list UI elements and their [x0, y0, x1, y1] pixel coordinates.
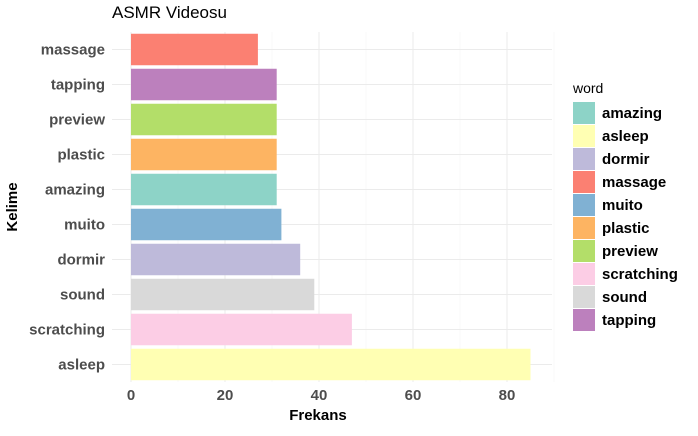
y-tick-label-sound: sound — [60, 287, 105, 304]
legend-label-massage: massage — [602, 174, 666, 191]
legend-swatch-tapping — [573, 309, 595, 331]
y-tick-label-muito: muito — [64, 217, 105, 234]
legend-label-asleep: asleep — [602, 128, 649, 145]
y-tick-label-preview: preview — [49, 112, 105, 129]
y-axis-title: Kelime — [4, 182, 21, 231]
legend-label-muito: muito — [602, 197, 643, 214]
y-tick-label-amazing: amazing — [45, 182, 105, 199]
y-tick-labels: asleep scratching sound dormir muito amazing p… — [29, 42, 105, 374]
legend-swatch-preview — [573, 240, 595, 262]
bar-massage — [131, 33, 258, 66]
legend-label-tapping: tapping — [602, 312, 656, 329]
x-tick-labels: 0 20 40 60 80 — [127, 387, 516, 404]
legend-label-plastic: plastic — [602, 220, 650, 237]
x-tick-label: 40 — [311, 387, 328, 404]
y-tick-label-massage: massage — [41, 42, 105, 59]
bar-amazing — [131, 173, 277, 206]
x-tick-label: 20 — [217, 387, 234, 404]
bar-asleep — [131, 348, 531, 381]
legend-label-dormir: dormir — [602, 151, 650, 168]
bar-plastic — [131, 138, 277, 171]
bar-sound — [131, 278, 315, 311]
x-tick-label: 0 — [127, 387, 135, 404]
x-tick-label: 60 — [405, 387, 422, 404]
bar-tapping — [131, 68, 277, 101]
y-tick-label-tapping: tapping — [51, 77, 105, 94]
legend-swatch-massage — [573, 171, 595, 193]
bar-scratching — [131, 313, 352, 346]
x-axis-title: Frekans — [289, 407, 347, 424]
legend-swatch-sound — [573, 286, 595, 308]
y-tick-label-dormir: dormir — [57, 252, 105, 269]
chart-title: ASMR Videosu — [112, 3, 227, 22]
legend: word amazing asleep dormir massage muito plas… — [572, 80, 678, 331]
bar-dormir — [131, 243, 301, 276]
legend-swatch-amazing — [573, 102, 595, 124]
legend-title: word — [572, 80, 603, 96]
legend-swatch-muito — [573, 194, 595, 216]
y-tick-label-scratching: scratching — [29, 322, 105, 339]
legend-label-amazing: amazing — [602, 105, 662, 122]
bar-muito — [131, 208, 282, 241]
bar-preview — [131, 103, 277, 136]
legend-swatch-scratching — [573, 263, 595, 285]
y-tick-label-asleep: asleep — [58, 357, 105, 374]
legend-label-sound: sound — [602, 289, 647, 306]
legend-swatch-dormir — [573, 148, 595, 170]
legend-label-preview: preview — [602, 243, 658, 260]
y-tick-label-plastic: plastic — [57, 147, 105, 164]
bars — [131, 33, 531, 381]
legend-label-scratching: scratching — [602, 266, 678, 283]
x-tick-label: 80 — [499, 387, 516, 404]
legend-swatch-asleep — [573, 125, 595, 147]
legend-swatch-plastic — [573, 217, 595, 239]
